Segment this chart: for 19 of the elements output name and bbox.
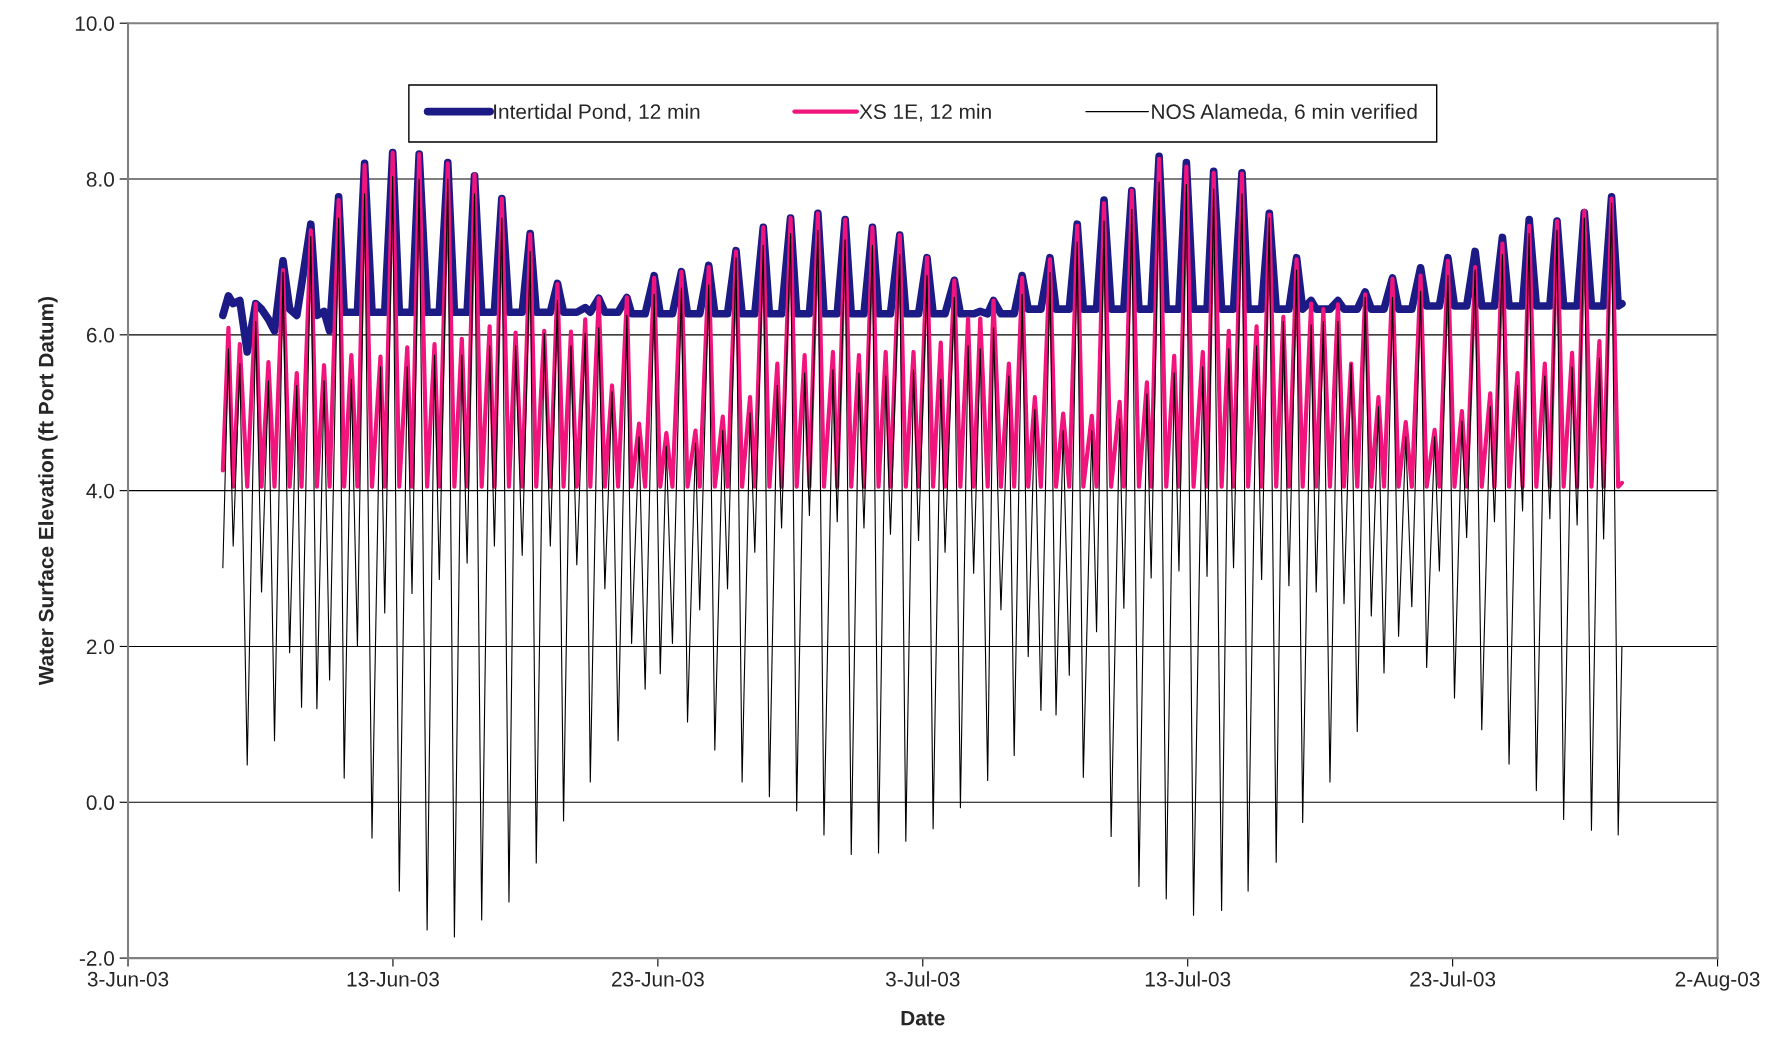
y-tick-label: -2.0 <box>79 951 115 966</box>
x-tick-label: 2-Aug-03 <box>1675 971 1760 991</box>
legend-label: NOS Alameda, 6 min verified <box>1152 103 1417 122</box>
y-axis-title: Water Surface Elevation (ft Port Datum) <box>38 297 58 686</box>
y-tick-label: 0.0 <box>86 795 115 811</box>
x-tick-label: 13-Jun-03 <box>347 971 439 987</box>
x-tick-label: 23-Jun-03 <box>612 971 704 987</box>
x-axis-title: Date <box>901 1010 945 1026</box>
legend-label: XS 1E, 12 min <box>859 103 991 122</box>
y-tick-label: 10.0 <box>75 16 115 31</box>
x-tick-label: 23-Jul-03 <box>1410 971 1496 987</box>
x-tick-label: 13-Jul-03 <box>1145 971 1231 987</box>
y-tick-label: 4.0 <box>86 483 115 499</box>
y-tick-label: 2.0 <box>86 639 115 655</box>
y-tick-label: 8.0 <box>86 172 115 187</box>
x-tick-label: 3-Jun-03 <box>87 971 169 987</box>
y-tick-label: 6.0 <box>86 327 115 343</box>
legend-label: Intertidal Pond, 12 min <box>494 103 700 122</box>
x-tick-label: 3-Jul-03 <box>885 971 960 987</box>
